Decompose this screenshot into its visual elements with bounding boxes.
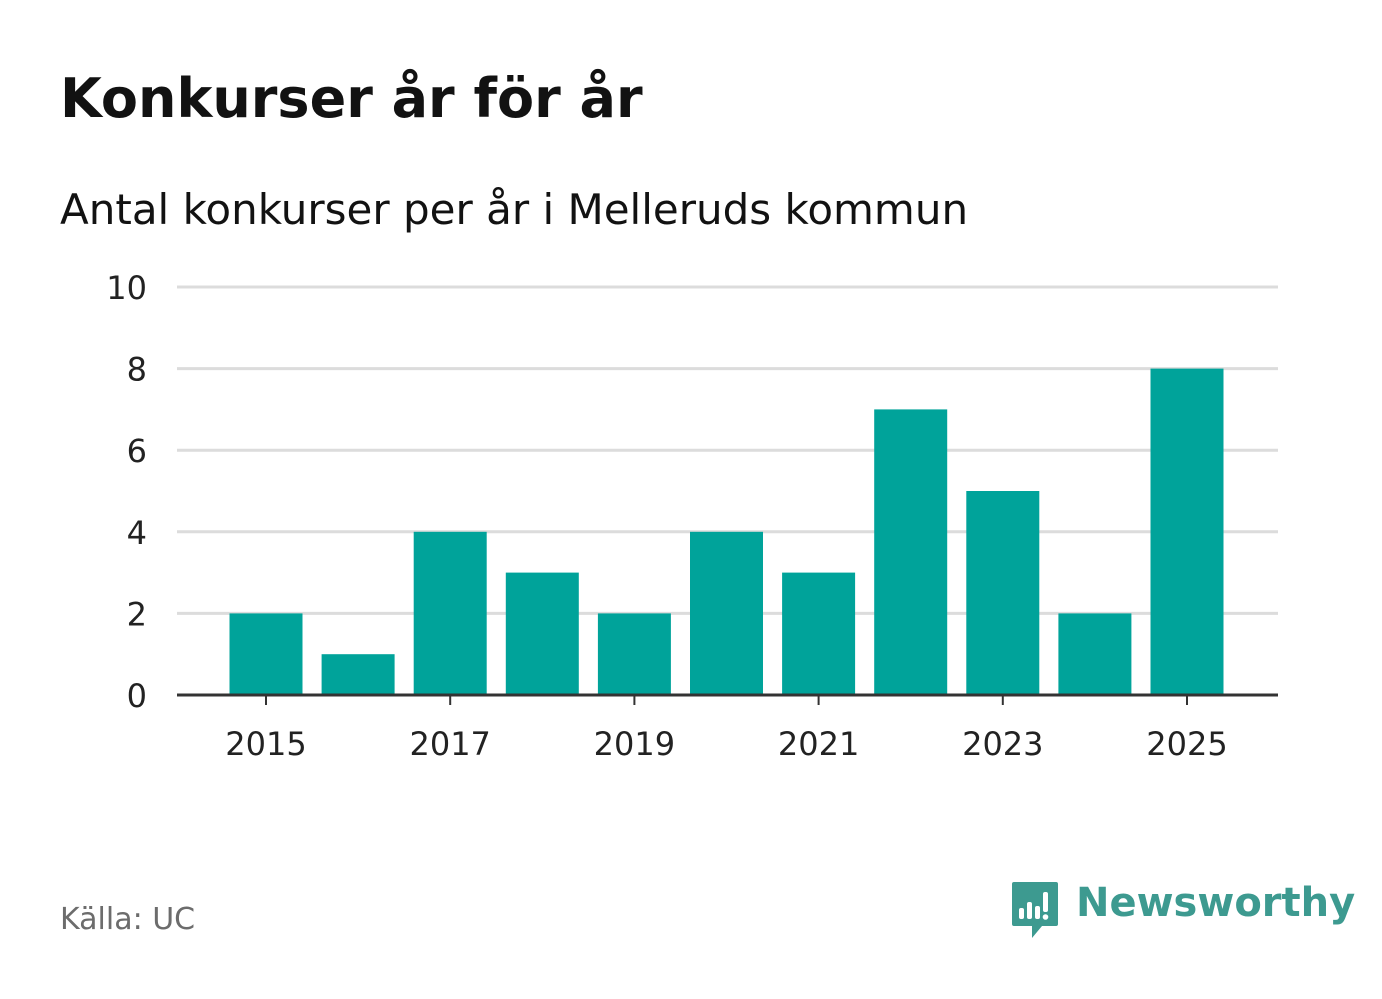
y-tick-label: 2 <box>127 595 147 633</box>
bar-2016 <box>321 654 395 695</box>
y-tick-label: 10 <box>106 269 147 307</box>
newsworthy-logo-icon <box>1012 882 1058 938</box>
chart-title: Konkurser år för år <box>60 67 643 130</box>
y-tick-label: 0 <box>127 677 147 715</box>
x-tick-label: 2015 <box>225 725 306 763</box>
x-tick-label: 2025 <box>1146 725 1227 763</box>
bar-2022 <box>874 409 948 695</box>
brand: Newsworthy <box>1010 878 1355 942</box>
brand-name: Newsworthy <box>1076 880 1356 926</box>
x-axis <box>177 693 1278 705</box>
y-tick-label: 8 <box>127 351 147 389</box>
source-note: Källa: UC <box>60 902 196 937</box>
bar-2019 <box>597 613 671 695</box>
bar-2020 <box>690 531 763 695</box>
bar-2023 <box>966 491 1040 695</box>
x-tick-label: 2019 <box>594 725 675 763</box>
bar-2017 <box>413 531 487 695</box>
y-tick-label: 4 <box>127 514 147 552</box>
bar-2025 <box>1150 368 1224 695</box>
x-tick-label: 2017 <box>409 725 490 763</box>
x-axis-labels: 2015 2017 2019 2021 2023 2025 <box>225 725 1227 763</box>
bar-2018 <box>505 572 579 695</box>
bars <box>229 368 1224 695</box>
bar-2015 <box>229 613 303 695</box>
chart-subtitle: Antal konkurser per år i Melleruds kommu… <box>60 185 969 234</box>
bar-2024 <box>1058 613 1132 695</box>
y-tick-label: 6 <box>127 432 147 470</box>
bar-2021 <box>782 572 856 695</box>
y-axis-labels: 0 2 4 6 8 10 <box>106 269 147 715</box>
x-tick-label: 2021 <box>778 725 859 763</box>
x-tick-label: 2023 <box>962 725 1043 763</box>
